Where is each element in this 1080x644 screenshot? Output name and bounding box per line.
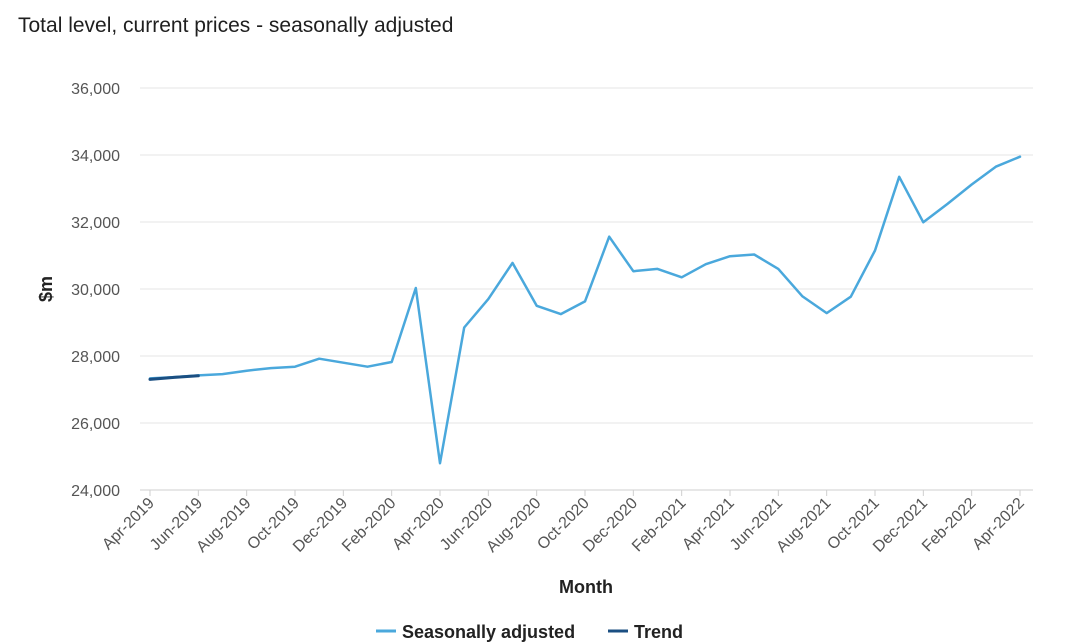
gridlines [140,87,1033,424]
y-tick-label: 28,000 [71,349,120,366]
y-tick-label: 26,000 [71,416,120,433]
chart-title: Total level, current prices - seasonally… [18,14,454,37]
x-axis-title: Month [559,577,613,597]
y-tick-label: 36,000 [71,81,120,98]
series-line-seasonally-adjusted [148,155,1022,465]
y-tick-label: 24,000 [71,483,120,500]
y-tick-label: 32,000 [71,215,120,232]
legend: Seasonally adjusted Trend [376,622,683,642]
y-tick-label: 34,000 [71,148,120,165]
x-tick-label: Apr-2022 [969,495,1028,554]
y-axis-ticks: 24,000 26,000 28,000 30,000 32,000 34,000 36,0… [71,81,120,500]
series-lines [148,155,1022,465]
x-axis-ticks: Apr-2019Jun-2019Aug-2019Oct-2019Dec-2019… [99,490,1028,556]
y-axis-title: $m [36,276,56,302]
legend-label-seasonally-adjusted[interactable]: Seasonally adjusted [402,622,575,642]
legend-label-trend[interactable]: Trend [634,622,683,642]
y-tick-label: 30,000 [71,282,120,299]
series-line-trend [148,374,200,381]
